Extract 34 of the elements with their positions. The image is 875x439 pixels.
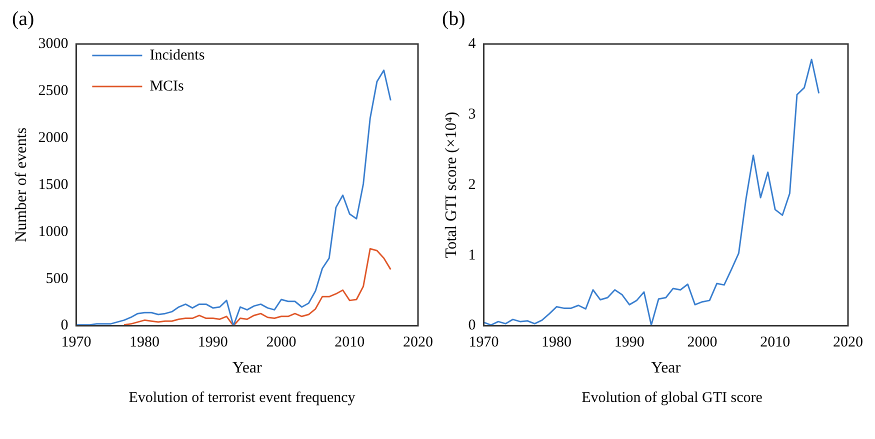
- x-tick-label: 1980: [542, 334, 572, 351]
- y-tick-label: 4: [468, 36, 476, 52]
- x-tick-label: 2010: [334, 334, 365, 351]
- x-tick-label: 1970: [468, 334, 499, 351]
- y-tick-label: 2500: [38, 82, 68, 99]
- x-tick-label: 1980: [130, 334, 160, 351]
- legend-label: MCIs: [150, 78, 184, 94]
- x-tick-label: 1970: [61, 334, 92, 351]
- legend-label: Incidents: [150, 47, 205, 64]
- x-axis-title: Year: [232, 360, 263, 377]
- x-tick-label: 2000: [266, 334, 296, 351]
- y-tick-label: 2: [468, 176, 476, 193]
- chart-title: (a): [11, 8, 36, 32]
- y-tick-label: 3: [468, 106, 476, 122]
- y-tick-label: 0: [60, 318, 68, 334]
- x-tick-label: 2000: [687, 334, 718, 351]
- y-tick-label: 0: [468, 318, 476, 334]
- y-axis-title: Total GTI score (×10⁴): [442, 112, 460, 258]
- chart-title: (b): [441, 8, 466, 32]
- x-axis-title: Year: [651, 360, 682, 377]
- y-tick-label: 1500: [38, 176, 68, 193]
- x-tick-label: 1990: [198, 334, 228, 351]
- x-tick-label: 2010: [760, 334, 790, 351]
- y-tick-label: 2000: [38, 130, 68, 146]
- x-tick-label: 2020: [403, 334, 433, 351]
- text: Evolution of terrorist event frequency: [128, 390, 356, 407]
- y-tick-label: 3000: [38, 36, 68, 52]
- y-tick-label: 1: [468, 247, 476, 264]
- text: Evolution of global GTI score: [580, 390, 764, 407]
- x-tick-label: 1990: [614, 334, 644, 351]
- y-axis-title: Number of events: [12, 128, 30, 242]
- x-tick-label: 2020: [833, 334, 863, 351]
- y-tick-label: 500: [46, 270, 68, 287]
- y-tick-label: 1000: [38, 224, 68, 240]
